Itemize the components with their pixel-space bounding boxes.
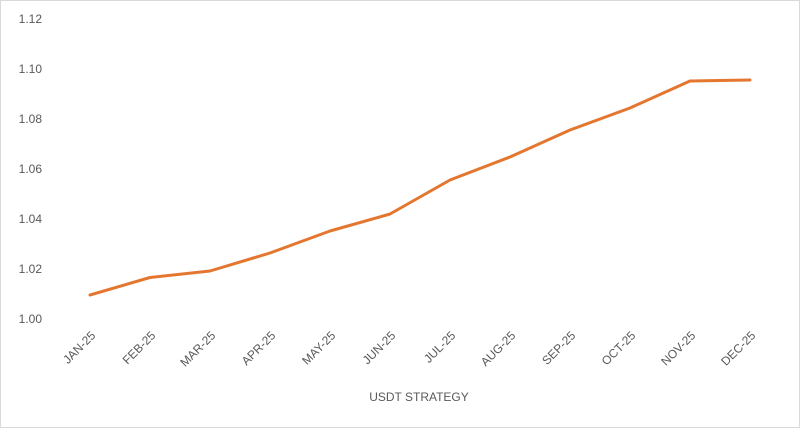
y-tick-label: 1.06 [19,162,43,176]
y-tick-label: 1.02 [19,262,43,276]
y-tick-label: 1.04 [19,212,43,226]
y-tick-label: 1.08 [19,112,43,126]
line [88,78,752,297]
y-tick-label: 1.00 [19,312,43,326]
x-axis-title: USDT STRATEGY [369,390,469,404]
y-tick-label: 1.10 [19,62,43,76]
y-tick-label: 1.12 [19,12,43,26]
